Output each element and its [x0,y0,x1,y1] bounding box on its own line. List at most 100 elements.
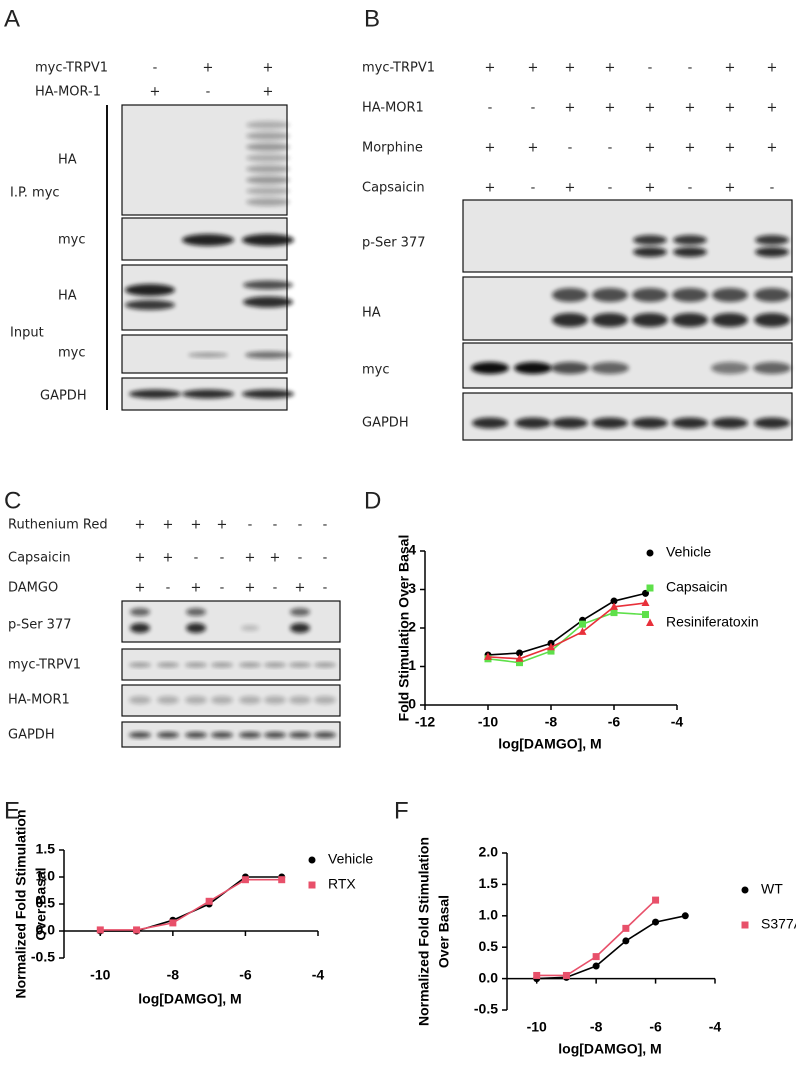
data-point [516,659,523,667]
panel-label: D [364,487,381,514]
band [239,662,261,668]
blot [462,276,793,341]
y-axis-label: Normalized Fold Stimulation [13,809,29,998]
group-label: Input [10,326,44,341]
x-tick-label: -4 [671,714,684,730]
data-point [241,876,249,884]
panel-label: B [364,5,380,32]
band [243,296,293,308]
band [514,362,552,374]
band [157,732,179,738]
data-point [610,609,618,617]
condition-sign: + [485,61,496,76]
data-point [622,937,630,945]
band [211,732,233,738]
panel-label: E [4,797,20,824]
band [157,662,179,668]
band [246,154,290,162]
band [129,389,181,399]
condition-sign: - [568,141,573,156]
band [314,732,336,738]
band [182,389,234,399]
band [673,235,707,245]
band [673,247,707,257]
data-point [592,962,600,970]
band [672,288,708,302]
condition-sign: - [206,85,211,100]
panel-label: A [4,5,20,32]
blot-label: HA [58,153,77,168]
condition-sign: - [531,101,536,116]
condition-sign: - [273,518,278,533]
band [129,732,151,738]
blot-label: p-Ser 377 [8,618,71,633]
band [314,696,336,704]
condition-sign: + [645,181,656,196]
blot-label: HA-MOR1 [8,693,70,708]
band [246,176,290,184]
band [246,121,290,129]
band [592,288,628,302]
data-point [515,654,524,662]
blot-label: myc-TRPV1 [8,658,81,673]
band [755,247,789,257]
data-point [96,926,104,934]
legend-label: Vehicle [328,851,373,867]
band [239,696,261,704]
x-tick-label: -10 [527,1019,547,1035]
condition-sign: - [688,181,693,196]
band [290,608,310,616]
data-point [641,598,650,606]
x-tick-label: -4 [312,967,325,983]
condition-sign: + [605,61,616,76]
band [129,696,151,704]
band [289,696,311,704]
y-tick-label: 1.0 [479,907,499,923]
band [246,198,290,206]
condition-sign: + [217,518,228,533]
condition-sign: + [263,85,274,100]
y-tick-label: 1 [408,657,416,673]
condition-label: HA-MOR-1 [35,85,101,100]
condition-sign: + [150,85,161,100]
condition-sign: + [485,181,496,196]
blot-label: GAPDH [40,389,87,404]
condition-sign: + [528,141,539,156]
condition-sign: + [191,581,202,596]
legend-label: RTX [328,876,356,892]
band [188,352,228,358]
condition-sign: - [608,141,613,156]
condition-sign: + [245,551,256,566]
condition-sign: - [323,581,328,596]
band [125,284,175,296]
band [672,417,708,429]
condition-sign: + [263,61,274,76]
condition-sign: - [688,61,693,76]
band [125,300,175,310]
blot [462,392,793,441]
legend-marker [741,921,749,929]
data-point [547,642,555,651]
band [591,362,629,374]
data-point [547,647,555,655]
condition-sign: + [203,61,214,76]
condition-label: myc-TRPV1 [35,61,108,76]
condition-sign: - [488,101,493,116]
condition-sign: + [645,101,656,116]
y-axis-label: Over Basal [33,867,49,940]
condition-sign: + [767,101,778,116]
blot-label: p-Ser 377 [362,236,425,251]
band [754,288,790,302]
y-axis-label: Fold Stimulation Over Basal [396,535,412,722]
band [157,696,179,704]
band [211,662,233,668]
band [712,288,748,302]
condition-sign: + [135,581,146,596]
blot-label: GAPDH [8,728,55,743]
band [264,696,286,704]
band [239,732,261,738]
legend-label: S377A [761,916,796,932]
condition-sign: + [605,101,616,116]
panel-label: F [394,797,409,824]
